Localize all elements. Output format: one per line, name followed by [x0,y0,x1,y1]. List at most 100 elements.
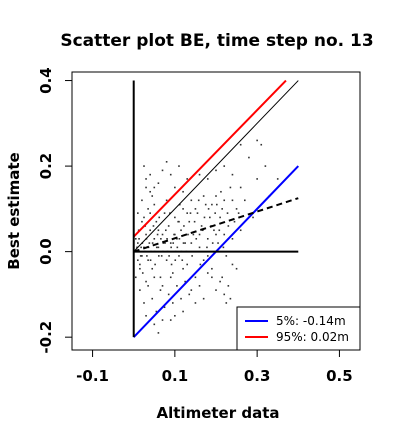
data-point [160,238,162,240]
data-point [156,233,159,236]
data-point [159,289,162,291]
data-point [180,297,182,300]
data-point [213,229,215,232]
data-point [183,225,185,227]
data-point [223,233,226,236]
data-point [165,259,168,261]
data-point [207,208,210,210]
data-point [194,208,197,210]
data-point [186,178,188,180]
data-point [194,276,197,279]
data-point [148,242,151,244]
data-point [223,165,226,167]
data-point [182,208,184,210]
data-point [169,242,172,244]
data-point [276,178,279,180]
data-point [139,289,141,291]
data-point [190,199,193,202]
data-point [233,220,236,223]
data-point [196,212,199,214]
data-point [163,212,166,214]
data-point [174,216,176,219]
data-point [172,272,174,274]
data-point [218,229,221,232]
data-point [173,233,175,236]
data-point [155,220,158,223]
data-point [211,203,213,206]
data-point [231,199,234,202]
data-point [145,178,147,180]
data-point [170,246,172,249]
data-point [169,319,172,321]
data-point [169,173,172,176]
x-axis-label: Altimeter data [157,404,280,422]
data-point [229,297,232,300]
x-tick-label: 0.5 [326,367,353,385]
data-point [165,161,168,163]
data-point [137,212,139,214]
data-point [143,216,145,219]
x-tick-label: 0.1 [162,367,189,385]
data-point [147,285,149,287]
data-point [204,203,207,206]
data-point [256,139,258,142]
data-point [174,186,176,189]
data-point [176,246,179,249]
data-point [153,238,156,240]
legend-box [236,306,361,351]
data-point [153,276,156,279]
data-point [167,225,170,227]
data-point [140,246,142,249]
data-point [194,302,197,304]
data-point [239,186,242,189]
y-tick-label: 0.2 [37,153,55,180]
data-point [231,263,234,266]
data-point [190,289,193,291]
data-point [182,310,184,313]
data-point [202,195,205,197]
data-point [264,165,267,167]
data-point [137,259,139,261]
legend-label-5pct: 5%: -0.14m [276,314,346,328]
data-point [157,332,160,334]
data-point [138,238,140,240]
reference-lines [132,79,300,338]
y-tick-label: 0.4 [37,67,55,94]
data-point [158,255,160,257]
data-point [157,229,160,232]
data-point [260,143,263,146]
data-point [220,190,222,193]
chart-title: Scatter plot BE, time step no. 13 [60,31,373,51]
data-point [178,165,180,167]
data-point [134,276,137,279]
data-point [223,199,226,202]
data-point [237,212,240,214]
data-point [170,263,173,266]
data-point [235,267,238,270]
y-axis: -0.2 0.0 0.2 0.4 [37,67,72,354]
data-point [168,255,170,257]
data-point [165,229,167,232]
data-point [178,255,180,257]
data-point [184,242,186,244]
data-point [229,186,232,189]
data-point [176,285,178,287]
data-point [157,246,160,249]
data-point [184,280,186,283]
data-point [182,267,184,270]
y-tick-label: -0.2 [37,321,55,354]
legend-label-95pct: 95%: 0.02m [276,330,349,344]
data-point [158,216,161,219]
data-point [161,285,164,287]
data-point [141,220,143,223]
data-point [169,212,171,214]
data-point [256,178,258,180]
data-point [239,143,242,146]
data-point [206,178,209,180]
data-point [151,195,154,197]
data-point [191,255,193,257]
data-point [153,203,156,206]
data-point [181,259,184,261]
data-point [225,255,228,257]
